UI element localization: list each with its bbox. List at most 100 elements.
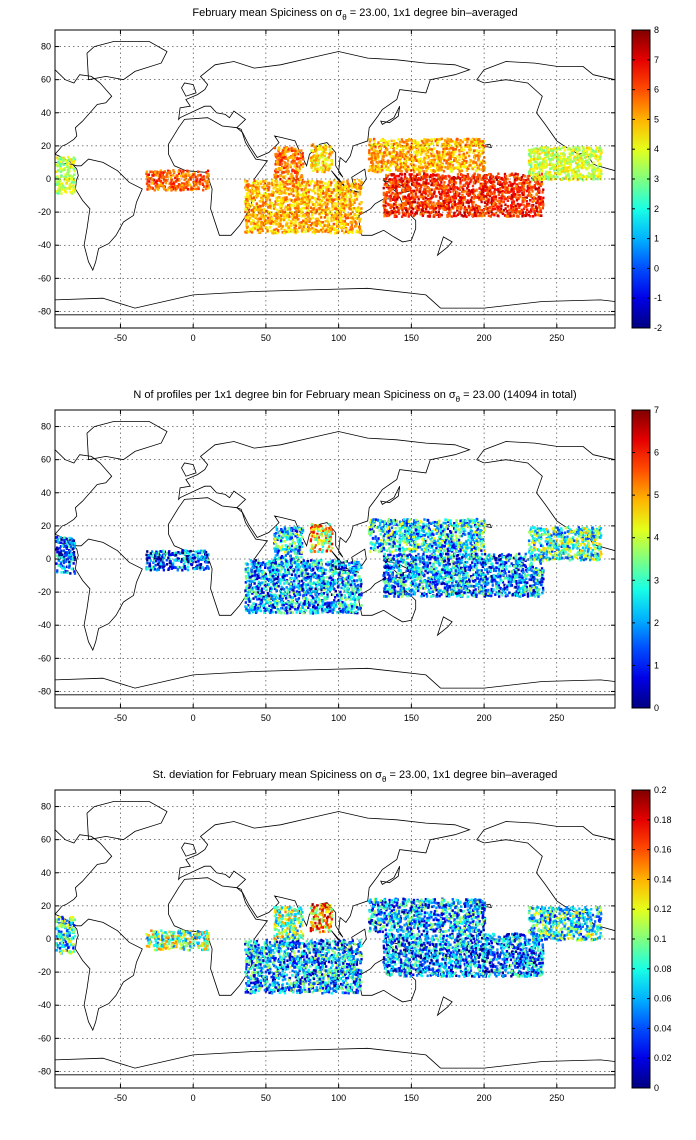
data-cell <box>427 154 431 158</box>
data-cell <box>407 194 410 197</box>
data-cell <box>484 212 487 215</box>
data-cell <box>509 211 512 215</box>
data-cell <box>323 208 326 212</box>
data-cell <box>407 139 410 142</box>
data-cell <box>437 210 440 213</box>
data-cell <box>301 178 304 182</box>
data-cell <box>511 182 515 186</box>
data-cell <box>287 177 290 181</box>
data-cell <box>352 217 355 221</box>
data-cell <box>452 205 455 209</box>
data-cell <box>425 156 428 159</box>
data-cell <box>407 180 411 184</box>
data-cell <box>287 230 290 234</box>
data-cell <box>417 141 420 145</box>
data-cell <box>262 180 265 183</box>
data-cell <box>429 179 432 183</box>
data-cell <box>373 151 376 155</box>
data-cell <box>299 156 302 160</box>
data-cell <box>559 164 562 168</box>
data-cell <box>396 185 399 188</box>
data-cell <box>561 146 564 149</box>
data-cell <box>401 173 404 176</box>
data-cell <box>427 182 430 185</box>
data-cell <box>434 207 438 210</box>
data-cell <box>291 149 294 152</box>
data-cell <box>393 202 396 206</box>
data-cell <box>424 196 428 200</box>
data-cell <box>463 159 466 162</box>
data-cell <box>550 167 553 170</box>
data-cell <box>268 182 271 186</box>
data-cell <box>164 181 168 185</box>
data-cell <box>546 146 549 149</box>
data-cell <box>316 170 319 173</box>
data-cell <box>257 217 261 221</box>
data-cell <box>256 221 259 224</box>
data-cell <box>534 213 537 217</box>
data-cell <box>59 186 62 189</box>
data-cell <box>300 193 303 197</box>
data-cell <box>470 196 473 199</box>
data-cell <box>332 179 336 182</box>
data-cell <box>539 184 542 188</box>
data-cell <box>468 164 471 167</box>
data-cell <box>482 182 485 186</box>
data-cell <box>254 222 257 226</box>
data-cell <box>55 190 58 193</box>
data-cell <box>257 209 260 212</box>
data-cell <box>449 162 452 166</box>
data-cell <box>291 200 295 204</box>
data-cell <box>395 155 398 159</box>
data-cell <box>589 147 593 150</box>
data-cell <box>395 188 398 191</box>
data-cell <box>263 217 266 221</box>
data-cell <box>390 139 393 143</box>
data-cell <box>414 167 417 171</box>
data-cell <box>522 191 525 194</box>
data-cell <box>455 143 458 146</box>
data-cell <box>490 190 493 194</box>
data-cell <box>431 202 435 206</box>
data-cell <box>402 188 405 192</box>
data-cell <box>244 179 247 183</box>
data-cell <box>477 179 480 183</box>
data-cell <box>381 168 384 172</box>
data-cell <box>72 179 76 183</box>
coastline <box>436 236 453 257</box>
data-cell <box>353 180 356 183</box>
data-cell <box>433 170 436 173</box>
data-cell <box>341 208 344 212</box>
chart-panel-1: February mean Spiciness on σθ = 23.00, 1… <box>38 7 662 343</box>
data-cell <box>572 178 575 181</box>
data-cell <box>464 143 467 147</box>
data-cell <box>347 230 350 234</box>
data-cell <box>596 155 599 159</box>
data-cell <box>518 193 521 197</box>
data-cell <box>443 181 446 184</box>
data-cell <box>528 192 532 196</box>
data-cell <box>314 230 317 233</box>
data-cell <box>276 188 279 191</box>
data-cell <box>419 178 422 182</box>
data-cell <box>275 197 278 200</box>
data-cell <box>326 168 329 171</box>
data-cell <box>65 181 68 185</box>
data-cell <box>325 228 328 232</box>
data-cell <box>553 168 556 172</box>
data-cell <box>299 224 302 228</box>
data-cell <box>495 203 498 206</box>
data-cell <box>299 175 302 179</box>
data-cell <box>258 200 261 203</box>
data-cell <box>276 208 279 212</box>
data-cell <box>580 161 584 165</box>
data-cell <box>392 155 395 158</box>
data-cell <box>275 171 278 174</box>
data-cell <box>278 203 281 207</box>
data-cell <box>513 187 516 190</box>
data-cell <box>513 207 517 210</box>
data-cell <box>251 203 254 207</box>
data-cell <box>296 202 299 206</box>
data-cell <box>293 153 296 156</box>
